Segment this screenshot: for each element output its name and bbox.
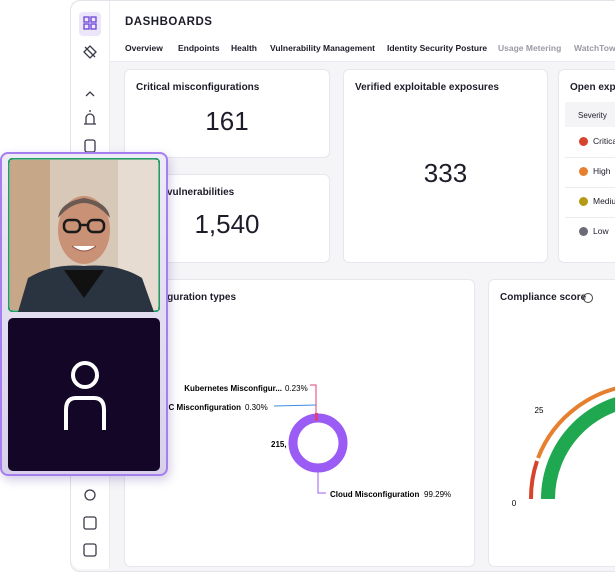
tab[interactable]: Identity Security Posture [387,43,488,53]
card-title: Critical misconfigurations [136,82,260,93]
card-title: figuration types [161,292,237,303]
leader-line [317,468,326,494]
sidebar-icons [79,12,101,557]
donut-chart: Kubernetes Misconfigur... 0.23% C Miscon… [169,384,452,499]
tab[interactable]: WatchTow [574,43,615,53]
person-hair [58,198,110,218]
person-face [58,196,110,264]
participant-tile [8,318,160,471]
severity-label: Mediu [593,196,615,206]
nav-icon[interactable] [83,516,97,530]
card: Verified exploitable exposures 333 [343,69,548,263]
gauge: 25 0 [512,386,615,508]
slice-value: 99.29% [424,490,451,499]
gauge-fill [541,397,615,500]
slice-value: 0.23% [285,384,308,393]
tab[interactable]: Health [231,43,257,53]
donut-center: 215, [271,440,287,449]
info-icon[interactable] [583,293,593,303]
card-title: Compliance score [500,292,587,303]
dashboard-icon[interactable] [83,16,97,30]
slice-value: 0.30% [245,403,268,412]
gauge-tick: 25 [535,406,544,415]
nav-icon[interactable] [84,139,96,153]
card-value: 333 [423,158,468,188]
smile [71,245,97,252]
severity-label: Low [593,226,609,236]
row-divider [565,217,615,218]
tab[interactable]: Vulnerability Management [270,43,376,53]
gauge-band [536,386,615,459]
nav-icon[interactable] [83,45,97,59]
tab[interactable]: Overview [125,43,163,53]
card-value: 1,540 [194,209,260,239]
tab[interactable]: Endpoints [178,43,220,53]
row-divider [565,157,615,158]
collapse-icon[interactable] [85,91,95,97]
card: Compliance score [488,279,615,567]
nav-icon[interactable] [84,489,96,501]
card-title: Open expo [570,82,615,93]
severity-row: Critica [579,136,615,147]
header-bar [110,1,615,62]
row-divider [565,187,615,188]
severity-icon [579,227,588,237]
active-icon-bg [79,12,101,36]
severity-icon [579,167,588,177]
glasses [62,218,106,234]
gauge-tick: 0 [512,499,517,508]
severity-row: Mediu [579,196,615,207]
donut-slice [315,413,318,421]
severity-label: Critica [593,136,615,146]
table-header [565,102,615,127]
card-value: 161 [205,106,249,136]
severity-row: High [579,166,611,177]
participant-video [8,158,160,312]
page-title: DASHBOARDS [125,16,213,28]
column-header: Severity [578,111,607,120]
card: Open expo Severity Critica High Mediu Lo… [558,69,615,263]
person-shirt [64,270,104,298]
slice-label: Cloud Misconfiguration [330,490,419,499]
gauge-band [528,460,539,500]
alert-icon[interactable] [84,110,96,125]
donut-ring [288,413,348,473]
severity-icon [579,137,588,147]
severity-row: Low [579,226,609,237]
avatar-icon [64,361,106,430]
slice-label: Kubernetes Misconfigur... [184,384,282,393]
tab[interactable]: Usage Metering [498,43,562,53]
card: Critical misconfigurations 161 [124,69,330,158]
severity-label: High [593,166,611,176]
slice-label: C Misconfiguration [169,403,242,412]
card-title: vulnerabilities [167,187,235,198]
leader-line [273,404,317,407]
leader-line [310,384,317,418]
card-title: Verified exploitable exposures [355,82,499,93]
nav-icon[interactable] [83,543,97,557]
severity-icon [579,197,588,207]
